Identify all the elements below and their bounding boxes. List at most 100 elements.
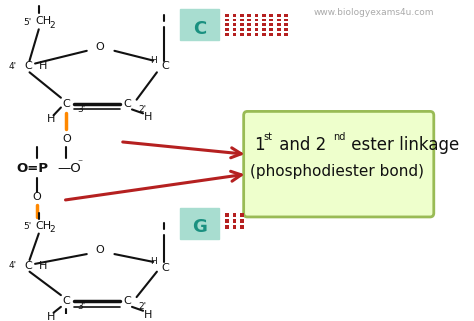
Text: C: C bbox=[162, 61, 169, 72]
Bar bbox=[277, 14, 281, 17]
Bar bbox=[233, 213, 236, 217]
Bar bbox=[233, 23, 236, 26]
Text: H: H bbox=[39, 261, 47, 271]
Text: C: C bbox=[193, 20, 206, 38]
Text: (phosphodiester bond): (phosphodiester bond) bbox=[250, 163, 424, 178]
Text: st: st bbox=[263, 132, 272, 142]
Bar bbox=[262, 28, 266, 31]
Text: H: H bbox=[144, 310, 152, 320]
Bar bbox=[240, 28, 244, 31]
Bar bbox=[233, 14, 236, 17]
Text: 1: 1 bbox=[254, 136, 264, 154]
Text: H: H bbox=[150, 257, 157, 266]
Bar bbox=[255, 33, 258, 36]
Text: C: C bbox=[162, 263, 169, 273]
Text: H: H bbox=[46, 312, 55, 321]
Bar bbox=[240, 219, 244, 223]
Bar bbox=[247, 33, 251, 36]
Bar bbox=[225, 219, 229, 223]
Text: C: C bbox=[124, 296, 131, 306]
Bar bbox=[247, 19, 251, 22]
Text: 2: 2 bbox=[50, 21, 55, 30]
Bar bbox=[247, 14, 251, 17]
Text: O: O bbox=[33, 192, 41, 203]
Bar bbox=[255, 14, 258, 17]
Text: ester linkage: ester linkage bbox=[346, 136, 459, 154]
Bar bbox=[240, 213, 244, 217]
Text: C: C bbox=[24, 261, 32, 271]
Bar bbox=[284, 19, 288, 22]
Bar bbox=[233, 219, 236, 223]
Bar bbox=[233, 19, 236, 22]
Bar bbox=[240, 225, 244, 229]
Text: G: G bbox=[192, 218, 207, 236]
Bar bbox=[247, 28, 251, 31]
Bar bbox=[284, 28, 288, 31]
Text: H: H bbox=[150, 56, 157, 65]
Bar bbox=[240, 23, 244, 26]
Bar bbox=[284, 23, 288, 26]
FancyBboxPatch shape bbox=[180, 9, 219, 40]
Bar bbox=[277, 19, 281, 22]
Bar bbox=[233, 33, 236, 36]
Text: O: O bbox=[62, 134, 71, 144]
Bar bbox=[225, 19, 229, 22]
Bar bbox=[277, 28, 281, 31]
Bar bbox=[225, 225, 229, 229]
Bar bbox=[225, 33, 229, 36]
Text: C: C bbox=[63, 296, 70, 306]
Text: 3': 3' bbox=[78, 302, 86, 311]
Bar bbox=[247, 23, 251, 26]
Text: H: H bbox=[46, 114, 55, 124]
Bar bbox=[255, 19, 258, 22]
Text: 2': 2' bbox=[138, 302, 146, 311]
Bar bbox=[270, 28, 273, 31]
Text: nd: nd bbox=[333, 132, 346, 142]
Bar bbox=[233, 28, 236, 31]
Text: C: C bbox=[24, 61, 32, 72]
Bar bbox=[262, 23, 266, 26]
Bar bbox=[255, 23, 258, 26]
FancyBboxPatch shape bbox=[180, 208, 219, 239]
Text: 4': 4' bbox=[9, 62, 17, 71]
Text: 4': 4' bbox=[9, 261, 17, 270]
Bar bbox=[225, 23, 229, 26]
Bar bbox=[233, 225, 236, 229]
Bar bbox=[270, 14, 273, 17]
Text: and 2: and 2 bbox=[274, 136, 327, 154]
Text: ⁻: ⁻ bbox=[78, 158, 82, 168]
Text: C: C bbox=[124, 99, 131, 108]
Bar bbox=[270, 23, 273, 26]
Bar bbox=[284, 14, 288, 17]
Text: www.biologyexams4u.com: www.biologyexams4u.com bbox=[313, 8, 434, 17]
Text: H: H bbox=[39, 61, 47, 72]
Bar bbox=[255, 28, 258, 31]
Bar bbox=[225, 28, 229, 31]
Bar bbox=[284, 33, 288, 36]
Bar bbox=[277, 33, 281, 36]
Bar bbox=[225, 213, 229, 217]
Text: 2': 2' bbox=[138, 105, 146, 114]
Bar bbox=[240, 33, 244, 36]
Text: CH: CH bbox=[35, 221, 51, 231]
Text: O=P: O=P bbox=[17, 161, 49, 175]
Text: O: O bbox=[95, 245, 104, 255]
Text: CH: CH bbox=[35, 16, 51, 27]
Text: 5': 5' bbox=[23, 222, 31, 231]
Text: 5': 5' bbox=[23, 18, 31, 27]
Bar bbox=[262, 19, 266, 22]
Text: 3': 3' bbox=[78, 105, 86, 114]
FancyBboxPatch shape bbox=[244, 111, 434, 217]
Bar bbox=[262, 33, 266, 36]
Bar bbox=[262, 14, 266, 17]
Text: O: O bbox=[95, 42, 104, 52]
Text: H: H bbox=[144, 112, 152, 122]
Text: 2: 2 bbox=[50, 225, 55, 234]
Bar bbox=[270, 19, 273, 22]
Bar bbox=[225, 14, 229, 17]
Text: C: C bbox=[63, 99, 70, 108]
Bar bbox=[240, 19, 244, 22]
Bar bbox=[270, 33, 273, 36]
Text: —O: —O bbox=[57, 161, 81, 175]
Bar bbox=[240, 14, 244, 17]
